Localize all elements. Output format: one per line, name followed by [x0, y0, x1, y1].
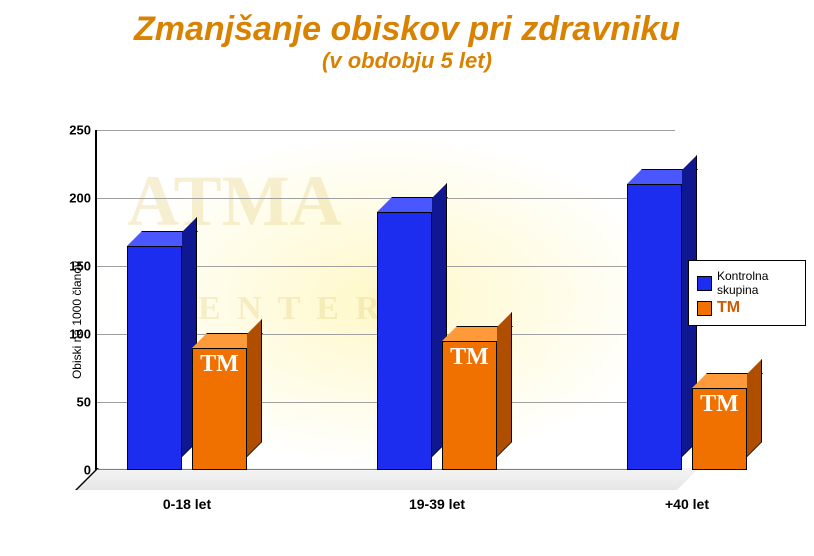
y-tick-label: 0 — [57, 463, 91, 478]
bar-label-tm: TM — [200, 351, 239, 378]
x-category-label: 0-18 let — [163, 496, 211, 512]
plot-area: ATMA C E N T E R 050100150200250 TMTMTM … — [95, 130, 675, 470]
legend-label-tm: TM — [717, 299, 740, 317]
legend-swatch-kontrolna — [697, 276, 712, 291]
x-category-label: +40 let — [665, 496, 709, 512]
legend-item-tm: TM — [697, 299, 797, 317]
bar-label-tm: TM — [450, 344, 489, 371]
y-tick-label: 250 — [57, 123, 91, 138]
bar-label-tm: TM — [700, 391, 739, 418]
chart-title: Zmanjšanje obiskov pri zdravniku — [0, 0, 814, 46]
legend-label-kontrolna: Kontrolna skupina — [717, 269, 797, 297]
y-tick-label: 200 — [57, 191, 91, 206]
bar-kontrolna — [377, 212, 446, 470]
legend-item-kontrolna: Kontrolna skupina — [697, 269, 797, 297]
bar-kontrolna — [127, 246, 196, 470]
gridline — [97, 198, 675, 199]
chart-area: Obiski na 1000 članov ATMA C E N T E R 0… — [40, 130, 680, 510]
x-category-label: 19-39 let — [409, 496, 465, 512]
chart-floor — [75, 468, 699, 490]
y-tick-label: 50 — [57, 395, 91, 410]
y-tick-label: 100 — [57, 327, 91, 342]
page-root: Zmanjšanje obiskov pri zdravniku (v obdo… — [0, 0, 814, 556]
gridline — [97, 130, 675, 131]
chart-subtitle: (v obdobju 5 let) — [0, 48, 814, 74]
legend: Kontrolna skupina TM — [688, 260, 806, 326]
y-tick-label: 150 — [57, 259, 91, 274]
bar-kontrolna — [627, 184, 696, 470]
y-axis-label: Obiski na 1000 članov — [70, 261, 84, 379]
legend-swatch-tm — [697, 301, 712, 316]
